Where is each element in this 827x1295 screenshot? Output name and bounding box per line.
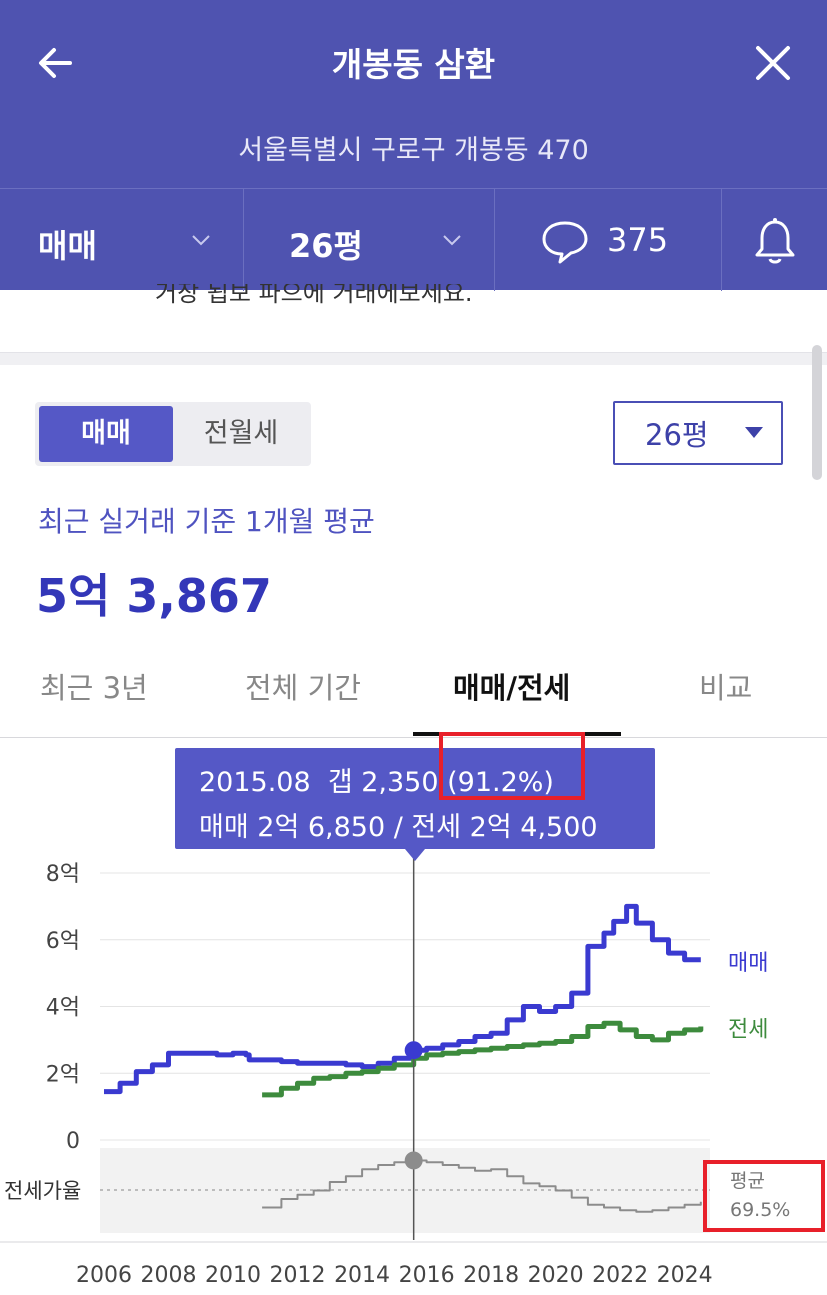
tab-sale-jeonse[interactable]: 매매/전세 xyxy=(453,671,571,705)
y-tick-label: 2억 xyxy=(46,1062,80,1087)
series-line xyxy=(104,903,701,1095)
x-tick-label: 2006 xyxy=(76,1263,132,1288)
tab-compare[interactable]: 비교 xyxy=(699,671,753,705)
back-arrow-icon[interactable] xyxy=(30,38,80,88)
average-label: 최근 실거래 기준 1개월 평균 xyxy=(38,505,375,538)
x-tick-label: 2020 xyxy=(528,1263,584,1288)
y-tick-label: 4억 xyxy=(46,996,80,1021)
x-tick-label: 2012 xyxy=(270,1263,326,1288)
highlight-ratio-point xyxy=(404,1151,423,1170)
comments-button[interactable]: 375 xyxy=(495,189,722,291)
close-icon[interactable] xyxy=(748,38,798,88)
series-label: 매매 xyxy=(728,951,768,976)
series-line xyxy=(262,1020,704,1098)
average-value: 69.5% xyxy=(730,1199,790,1221)
section-divider xyxy=(0,352,827,365)
segment-rent-button[interactable]: 전월세 xyxy=(203,418,279,449)
tab-full-period[interactable]: 전체 기간 xyxy=(245,671,361,705)
tooltip-line1: 2015.08 갭 2,350 (91.2%) xyxy=(199,767,554,798)
highlight-point xyxy=(404,1041,423,1060)
chart-tabs: 최근 3년 전체 기간 매매/전세 비교 xyxy=(0,655,827,738)
filter-bar: 매매 26평 375 xyxy=(0,188,827,291)
x-tick-label: 2018 xyxy=(463,1263,519,1288)
size-label: 26평 xyxy=(289,227,363,265)
app-header: 개봉동 삼환 서울특별시 구로구 개봉동 470 매매 26평 375 xyxy=(0,0,827,291)
page-title: 개봉동 삼환 xyxy=(331,45,496,84)
ratio-axis-label: 전세가율 xyxy=(4,1179,81,1203)
tab-recent-3y[interactable]: 최근 3년 xyxy=(40,671,148,705)
comment-count: 375 xyxy=(607,221,669,259)
trade-segment-control: 매매 전월세 xyxy=(35,402,311,466)
average-price: 5억 3,867 xyxy=(36,569,272,623)
trade-type-dropdown[interactable]: 매매 xyxy=(0,189,244,291)
x-tick-label: 2014 xyxy=(334,1263,390,1288)
trade-type-label: 매매 xyxy=(38,227,97,265)
average-label: 평균 xyxy=(730,1170,765,1192)
size-select[interactable]: 26평 xyxy=(613,401,783,465)
y-tick-label: 6억 xyxy=(46,929,80,954)
tooltip-pointer xyxy=(405,849,425,861)
segment-sale-button[interactable]: 매매 xyxy=(39,406,173,462)
highlight-box-average xyxy=(703,1160,825,1232)
size-dropdown[interactable]: 26평 xyxy=(244,189,495,291)
clipped-text: 거장 됩보 파으에 거래에보세요. xyxy=(155,284,473,304)
size-select-value: 26평 xyxy=(645,418,709,452)
chevron-down-icon xyxy=(192,235,210,246)
caret-down-icon xyxy=(745,427,763,438)
series-label: 전세 xyxy=(728,1018,768,1043)
bell-icon xyxy=(755,218,795,264)
chevron-down-icon xyxy=(443,235,461,246)
x-tick-label: 2008 xyxy=(141,1263,197,1288)
y-tick-label: 8억 xyxy=(46,862,80,887)
y-tick-label: 0 xyxy=(66,1129,80,1154)
speech-bubble-icon xyxy=(542,221,588,264)
x-tick-label: 2016 xyxy=(399,1263,455,1288)
series-line xyxy=(262,1159,702,1213)
highlight-box-ratio xyxy=(439,732,585,800)
notification-button[interactable] xyxy=(722,189,827,291)
x-tick-label: 2010 xyxy=(205,1263,261,1288)
tooltip-line2: 매매 2억 6,850 / 전세 2억 4,500 xyxy=(199,812,598,843)
scrollbar[interactable] xyxy=(812,345,822,480)
address-text: 서울특별시 구로구 개봉동 470 xyxy=(238,135,589,166)
x-tick-label: 2022 xyxy=(592,1263,648,1288)
price-chart[interactable]: 8억 6억 4억 2억 0 2006 2008 2010 2012 2014 2016 2018 202… xyxy=(0,850,827,1295)
x-tick-label: 2024 xyxy=(657,1263,713,1288)
